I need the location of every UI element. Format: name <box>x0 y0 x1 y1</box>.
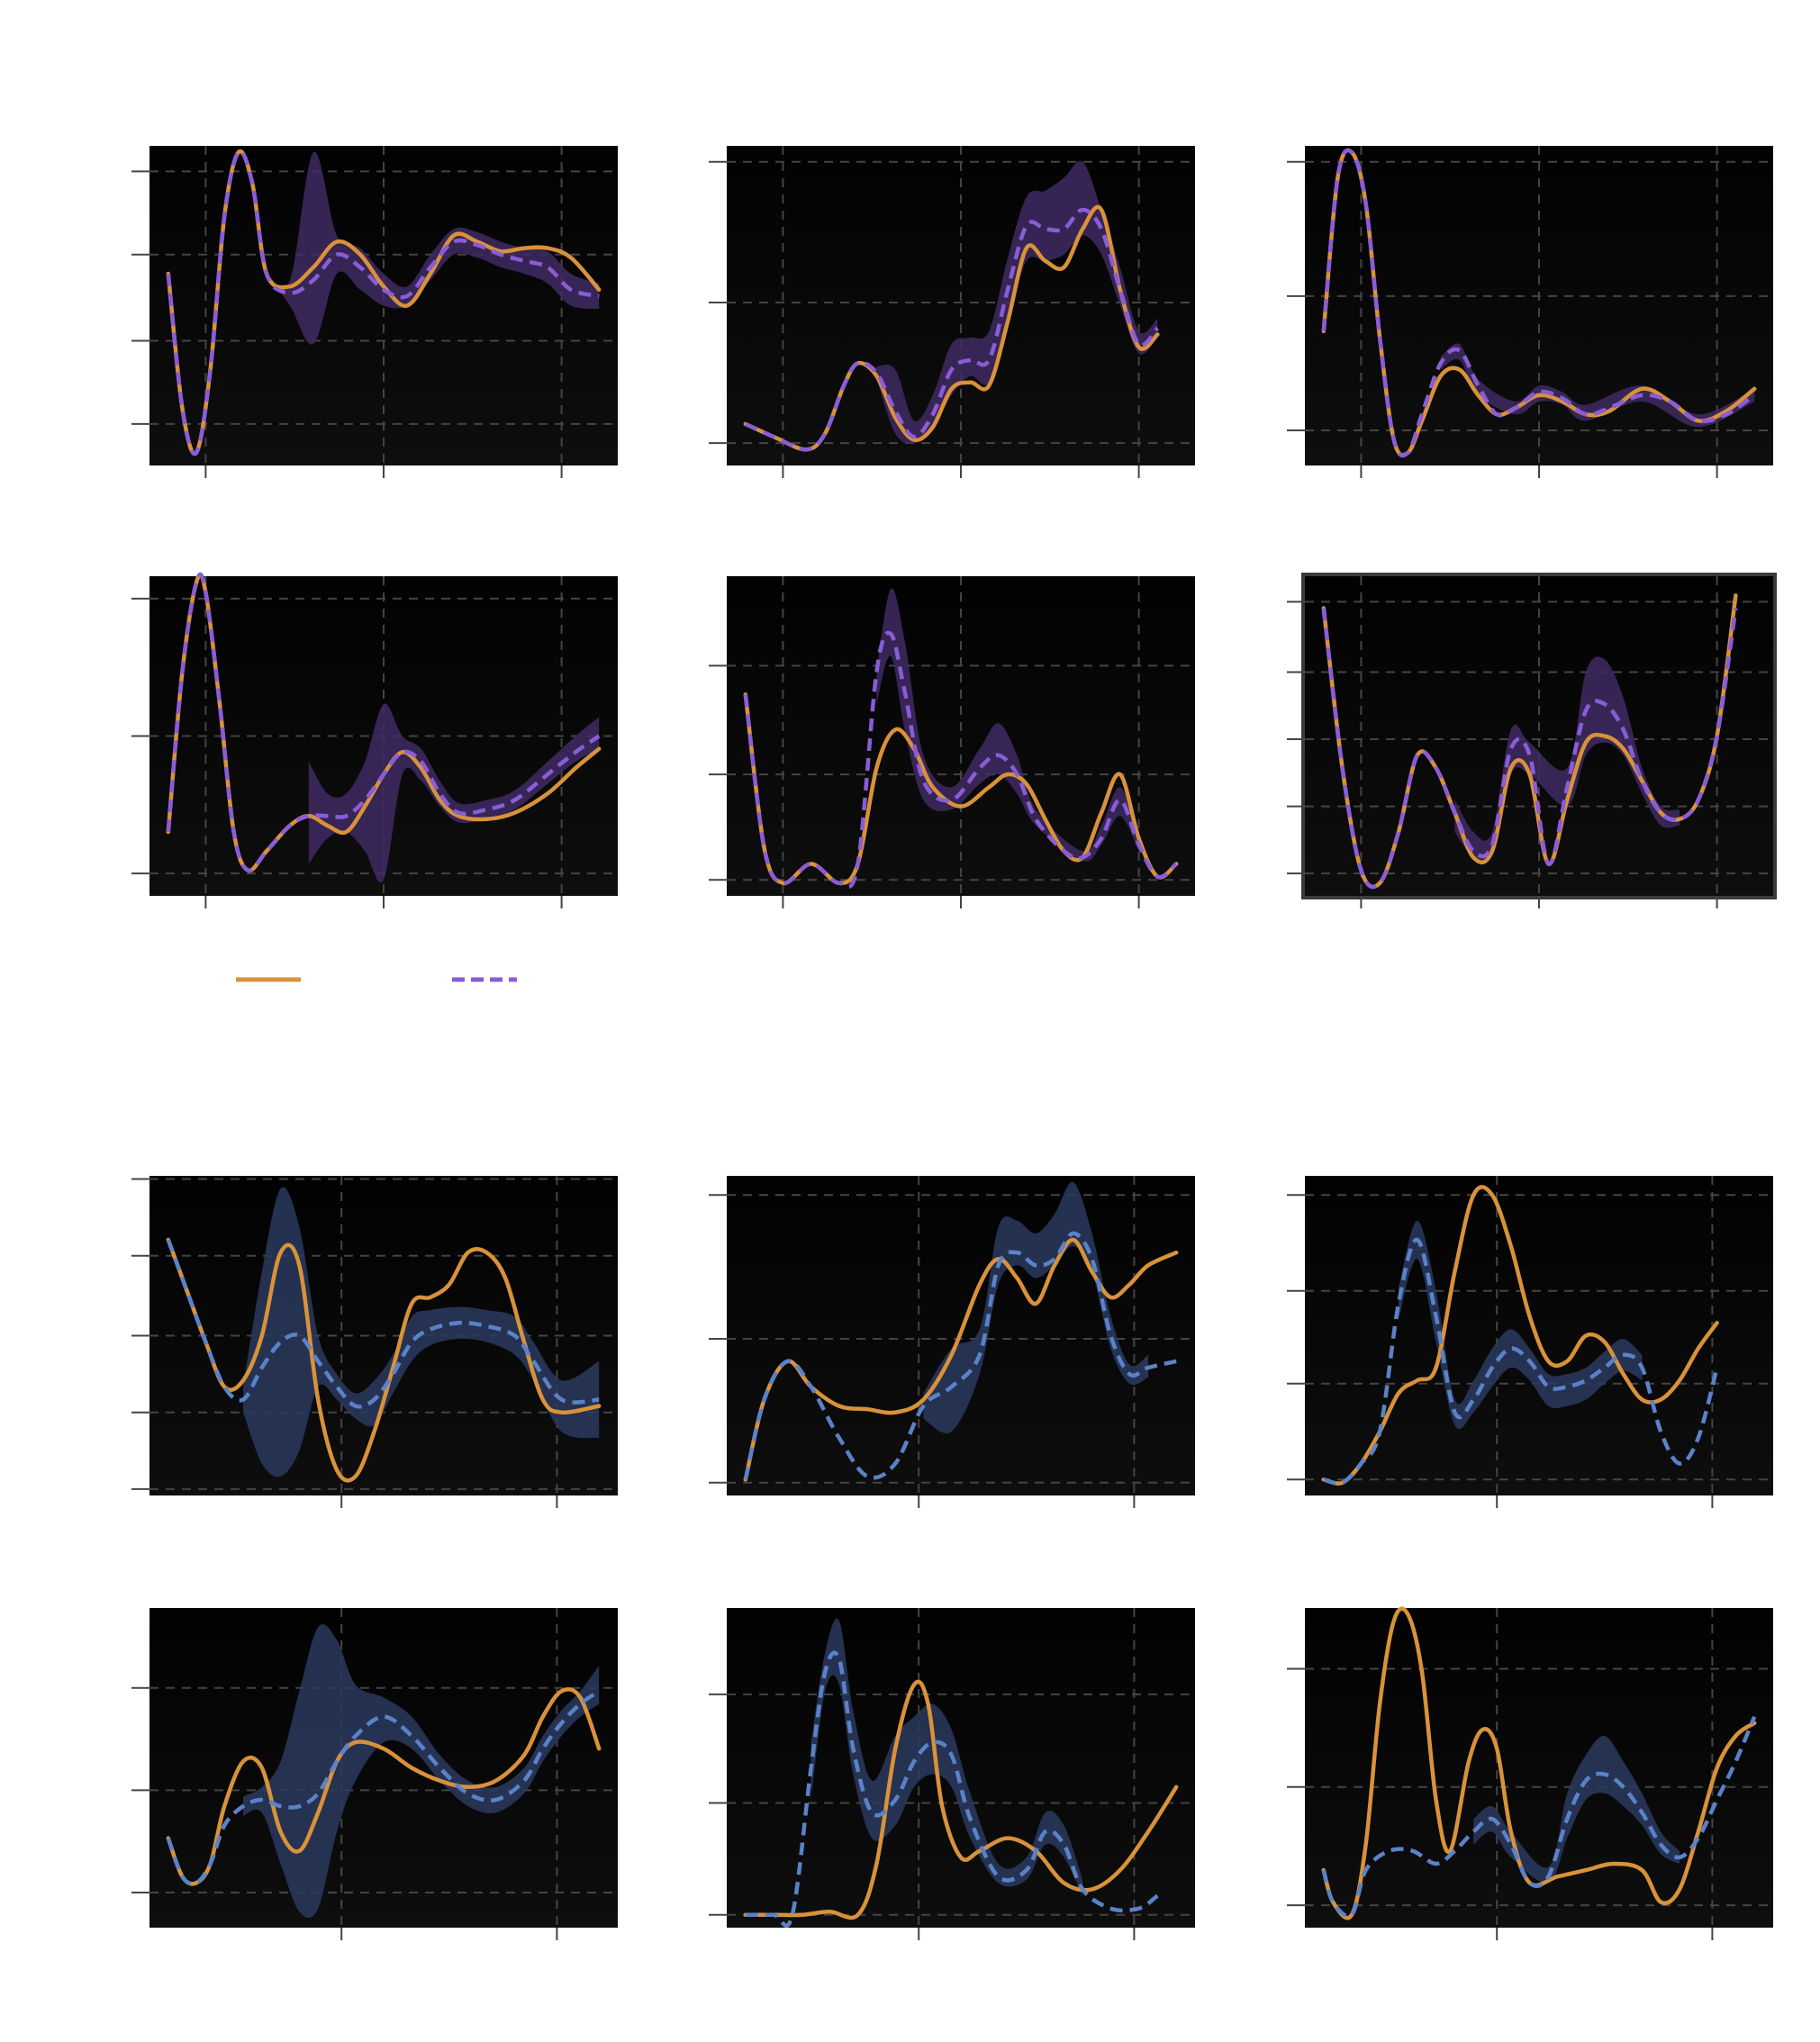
panel-background <box>149 1608 618 1928</box>
uncertainty-band <box>243 1624 600 1919</box>
prediction-line <box>166 149 600 456</box>
panel-top-0-0 <box>131 146 618 478</box>
uncertainty-band <box>267 151 600 345</box>
prediction-line <box>1321 148 1756 458</box>
prediction-line <box>166 572 601 873</box>
panel-top-0-2 <box>1287 146 1773 478</box>
panel-top-1-2 <box>1287 573 1777 908</box>
prediction-line <box>166 1689 601 1886</box>
panel-background <box>727 576 1195 896</box>
panel-bottom-0-0 <box>131 1176 618 1508</box>
uncertainty-band <box>876 160 1158 444</box>
prediction-line <box>743 630 1178 889</box>
panel-background <box>1305 1176 1773 1495</box>
prediction-line <box>743 1231 1177 1480</box>
panel-background <box>1305 576 1773 896</box>
uncertainty-band <box>1473 1735 1680 1884</box>
prediction-line <box>1323 1237 1719 1486</box>
prediction-line <box>745 1650 1159 1929</box>
panel-bottom-0-2 <box>1287 1176 1773 1508</box>
prediction-line <box>166 1239 600 1409</box>
panel-bottom-1-0 <box>131 1608 618 1940</box>
chart-grid <box>131 146 1777 1940</box>
uncertainty-band <box>308 703 600 883</box>
panel-bottom-0-1 <box>709 1176 1195 1508</box>
panel-top-1-0 <box>131 572 618 908</box>
legend <box>236 977 517 982</box>
ground-truth-line <box>743 1679 1179 1920</box>
uncertainty-band <box>876 588 1139 862</box>
uncertainty-band <box>1399 1220 1643 1430</box>
prediction-line <box>744 207 1160 452</box>
panel-bottom-1-2 <box>1287 1606 1773 1940</box>
panel-top-0-1 <box>709 146 1195 478</box>
panel-top-1-1 <box>709 576 1195 908</box>
prediction-line <box>1321 1715 1757 1919</box>
ground-truth-line <box>743 692 1179 886</box>
ground-truth-line <box>1321 1606 1757 1920</box>
ground-truth-line <box>166 1237 602 1483</box>
uncertainty-band <box>810 1618 1083 1896</box>
panel-bottom-1-1 <box>709 1608 1195 1940</box>
prediction-line <box>1321 608 1738 890</box>
uncertainty-band <box>923 1181 1148 1433</box>
uncertainty-band <box>1454 656 1680 861</box>
ground-truth-line <box>1321 1185 1719 1486</box>
